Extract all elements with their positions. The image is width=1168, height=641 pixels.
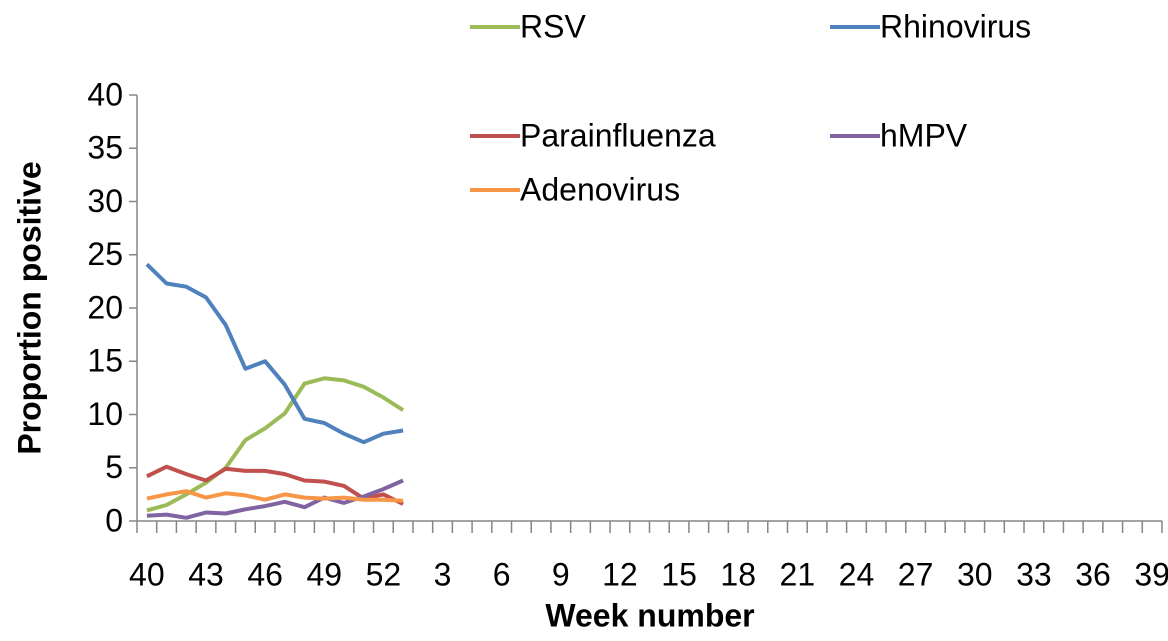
y-tick-label: 10: [87, 396, 123, 432]
x-tick-label: 12: [602, 556, 638, 592]
x-tick-label: 9: [552, 556, 570, 592]
x-tick-label: 40: [129, 556, 165, 592]
x-tick-label: 46: [247, 556, 283, 592]
y-tick-label: 20: [87, 289, 123, 325]
x-tick-label: 6: [493, 556, 511, 592]
x-tick-label: 36: [1075, 556, 1111, 592]
x-tick-label: 52: [366, 556, 402, 592]
legend-label: Adenovirus: [520, 171, 680, 207]
x-tick-label: 33: [1016, 556, 1052, 592]
y-tick-label: 30: [87, 183, 123, 219]
y-axis-title: Proportion positive: [11, 161, 47, 454]
x-tick-label: 27: [898, 556, 934, 592]
x-tick-label: 21: [780, 556, 816, 592]
x-tick-label: 43: [188, 556, 224, 592]
x-tick-label: 39: [1134, 556, 1168, 592]
x-tick-label: 30: [957, 556, 993, 592]
legend-label: Rhinovirus: [880, 8, 1031, 44]
y-tick-label: 15: [87, 343, 123, 379]
x-tick-label: 3: [434, 556, 452, 592]
x-axis-title: Week number: [545, 597, 754, 633]
y-tick-label: 25: [87, 236, 123, 272]
x-tick-label: 15: [661, 556, 697, 592]
x-tick-label: 49: [306, 556, 342, 592]
x-tick-label: 24: [839, 556, 875, 592]
y-tick-label: 40: [87, 76, 123, 112]
legend-label: RSV: [520, 8, 586, 44]
series-line: [146, 489, 404, 503]
legend-label: hMPV: [880, 117, 968, 153]
series-line: [145, 262, 404, 445]
x-tick-label: 18: [720, 556, 756, 592]
y-tick-label: 0: [105, 502, 123, 538]
legend-label: Parainfluenza: [520, 117, 716, 153]
y-tick-label: 5: [105, 449, 123, 485]
y-tick-label: 35: [87, 130, 123, 166]
